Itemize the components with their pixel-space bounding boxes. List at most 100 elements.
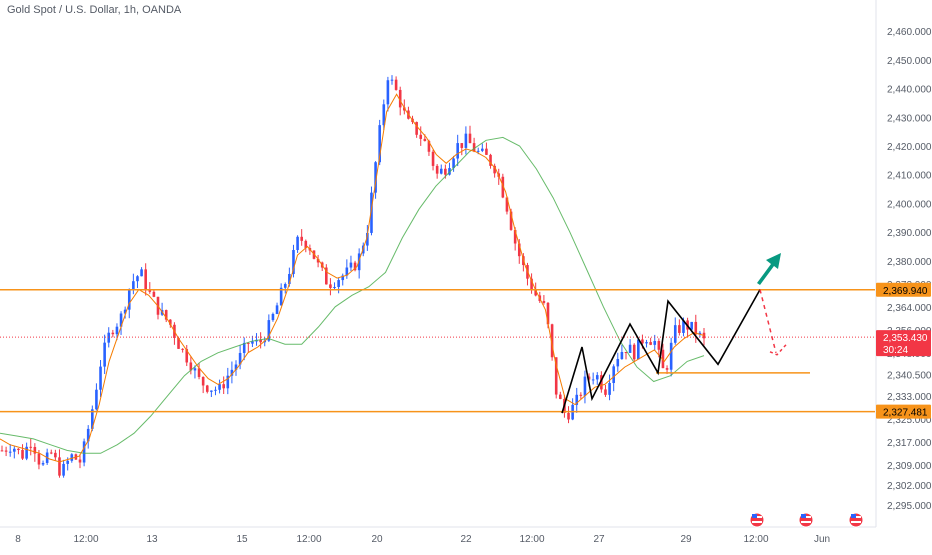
zigzag-pattern-line[interactable] <box>561 289 761 414</box>
current-price-label: 2,353.430 <box>883 333 928 344</box>
candle-body <box>620 352 624 360</box>
candle-body <box>559 394 562 399</box>
bearish-forecast-dashed-line <box>759 289 777 353</box>
candle-body <box>197 368 201 377</box>
y-tick-label: 2,309.000 <box>887 461 932 472</box>
candle-body <box>448 168 451 175</box>
candle-body <box>694 321 698 335</box>
x-tick-label: 12:00 <box>73 534 98 545</box>
us-flag-stripe <box>752 521 762 523</box>
candle-body <box>304 240 308 249</box>
y-tick-label: 2,410.000 <box>887 171 932 182</box>
candle-body <box>464 133 468 148</box>
candle-body <box>604 389 607 395</box>
candle-body <box>140 269 143 277</box>
candle-body <box>300 236 303 241</box>
candle-body <box>431 151 435 166</box>
slow-moving-average-line <box>0 136 705 454</box>
candle-body <box>70 454 74 461</box>
candle-body <box>234 364 238 370</box>
candle-body <box>66 460 69 464</box>
candle-body <box>513 229 517 244</box>
candle-body <box>546 302 550 325</box>
candle-body <box>567 412 570 420</box>
candle-body <box>439 168 443 174</box>
candle-body <box>337 280 340 287</box>
candle-body <box>21 449 24 459</box>
candle-body <box>690 321 693 330</box>
candle-body <box>632 344 636 360</box>
us-flag-canton <box>801 514 806 518</box>
candle-body <box>4 450 8 452</box>
candle-body <box>353 262 357 271</box>
candle-body <box>378 125 381 163</box>
candle-body <box>678 325 681 333</box>
candle-body <box>673 325 677 343</box>
candle-body <box>534 290 537 296</box>
candle-body <box>649 342 652 345</box>
candle-body <box>456 143 459 159</box>
candle-body <box>419 134 423 139</box>
candle-body <box>485 148 488 155</box>
candle-body <box>226 375 230 389</box>
candle-body <box>185 349 189 363</box>
candle-body <box>164 310 168 320</box>
candle-body <box>333 286 336 288</box>
candle-body <box>267 320 271 341</box>
y-tick-label: 2,333.000 <box>887 392 932 403</box>
candle-body <box>698 332 702 335</box>
candle-body <box>8 451 12 453</box>
candle-body <box>641 339 644 344</box>
candle-body <box>283 284 287 288</box>
candle-body <box>107 332 111 343</box>
candle-body <box>144 269 147 290</box>
candle-body <box>210 390 213 392</box>
candle-body <box>435 165 439 174</box>
candle-body <box>136 276 139 282</box>
candle-body <box>583 376 587 396</box>
bearish-forecast-arrowhead <box>769 344 787 356</box>
candle-body <box>554 357 558 395</box>
candle-body <box>169 319 172 325</box>
candle-body <box>702 332 706 339</box>
candle-body <box>669 342 673 370</box>
candle-body <box>86 428 90 442</box>
y-tick-label: 2,460.000 <box>887 27 932 38</box>
candle-body <box>214 389 217 391</box>
candle-body <box>530 278 533 291</box>
x-tick-label: 22 <box>460 534 472 545</box>
candle-body <box>271 313 275 321</box>
candle-body <box>349 262 353 268</box>
candle-body <box>37 453 41 465</box>
candle-body <box>33 446 37 454</box>
support-price-label-box <box>876 404 931 419</box>
candle-body <box>127 289 131 310</box>
candle-body <box>476 150 480 152</box>
candle-body <box>251 341 254 344</box>
candle-body <box>58 457 61 476</box>
candle-body <box>575 394 579 405</box>
y-tick-label: 2,420.000 <box>887 142 932 153</box>
candle-body <box>645 342 648 344</box>
candle-body <box>238 352 242 365</box>
candle-body <box>132 281 135 290</box>
candle-body <box>403 107 406 111</box>
candle-body <box>624 352 628 354</box>
candle-body <box>99 366 102 390</box>
us-flag-stripe <box>801 521 811 523</box>
candle-body <box>444 168 447 175</box>
candle-body <box>78 459 82 463</box>
candle-body <box>366 232 369 246</box>
bullish-arrow-icon <box>757 253 781 285</box>
candle-body <box>177 338 180 349</box>
x-tick-label: 12:00 <box>519 534 544 545</box>
x-tick-label: 27 <box>593 534 605 545</box>
candle-body <box>123 309 127 314</box>
y-tick-label: 2,364.000 <box>887 303 932 314</box>
candle-body <box>49 452 53 454</box>
candle-body <box>181 348 184 350</box>
candle-body <box>13 448 16 452</box>
